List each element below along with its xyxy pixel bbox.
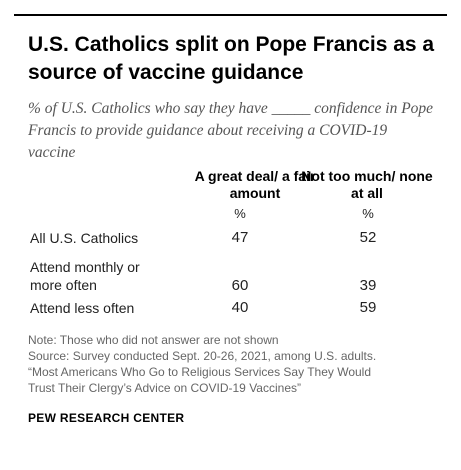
row-label-all-catholics: All U.S. Catholics [30, 230, 139, 246]
chart-subtitle: % of U.S. Catholics who say they have __… [28, 100, 434, 161]
report-title-line-1: “Most Americans Who Go to Religious Serv… [28, 365, 372, 379]
column-header-confident: A great deal/ a fair amount [194, 168, 316, 201]
column-unit-not-confident: % [362, 206, 374, 221]
row-label-attend-monthly: Attend monthly or more often [30, 259, 140, 293]
chart-notes: Note: Those who did not answer are not s… [28, 332, 443, 396]
column-unit-confident: % [234, 206, 246, 221]
chart-frame [14, 14, 447, 456]
cell-attend-less-not-confident: 59 [359, 299, 377, 316]
cell-attend-monthly-not-confident: 39 [359, 277, 377, 294]
row-label-attend-less: Attend less often [30, 300, 135, 316]
cell-all-catholics-not-confident: 52 [359, 229, 377, 246]
column-header-not-confident: Not too much/ none at all [301, 168, 433, 201]
cell-attend-monthly-confident: 60 [231, 277, 249, 294]
org-name: PEW RESEARCH CENTER [28, 411, 185, 425]
source-text: Source: Survey conducted Sept. 20-26, 20… [28, 349, 377, 363]
chart-title: U.S. Catholics split on Pope Francis as … [28, 33, 435, 84]
cell-all-catholics-confident: 47 [231, 229, 249, 246]
report-title-line-2: Trust Their Clergy’s Advice on COVID-19 … [28, 381, 301, 395]
cell-attend-less-confident: 40 [231, 299, 249, 316]
note-text: Note: Those who did not answer are not s… [28, 333, 279, 347]
